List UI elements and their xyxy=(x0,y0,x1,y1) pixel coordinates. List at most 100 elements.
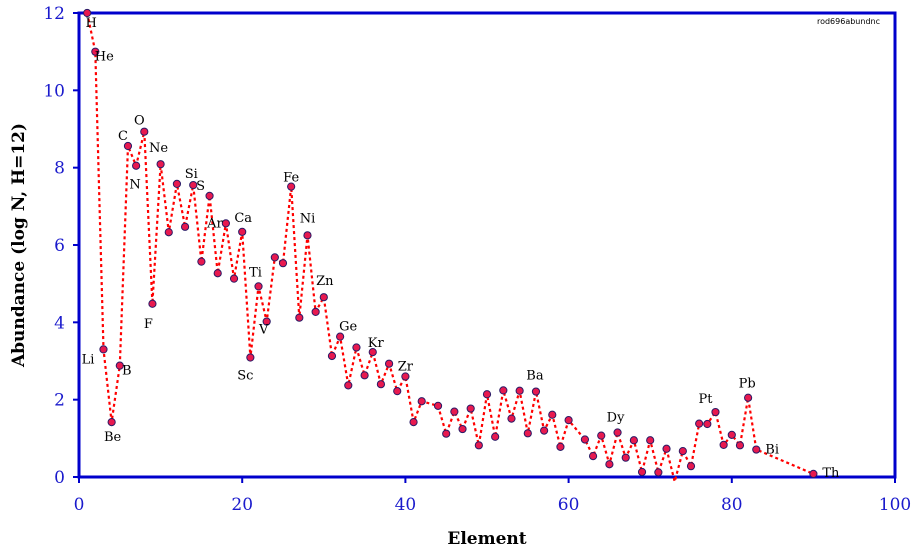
data-point xyxy=(360,371,369,380)
element-label: Ca xyxy=(234,211,252,226)
element-label: Pt xyxy=(698,392,713,407)
y-axis-title: Abundance (log N, H=12) xyxy=(9,123,29,368)
data-point xyxy=(580,435,590,444)
x-tick-label: 80 xyxy=(721,495,743,515)
element-label: Si xyxy=(185,167,198,182)
data-point xyxy=(327,351,337,361)
data-point xyxy=(278,259,288,268)
x-axis-title: Element xyxy=(447,529,526,549)
data-point xyxy=(637,467,647,477)
element-label: Ba xyxy=(526,369,544,384)
data-point xyxy=(458,424,467,434)
data-point xyxy=(246,353,255,362)
element-label: Ge xyxy=(339,320,357,335)
data-point xyxy=(311,307,320,316)
data-point xyxy=(83,8,92,18)
data-point xyxy=(678,446,687,456)
x-tick-label: 20 xyxy=(231,495,253,515)
element-label: V xyxy=(258,323,269,338)
data-point xyxy=(597,431,606,440)
data-point xyxy=(450,407,459,416)
data-point xyxy=(229,274,239,283)
data-point xyxy=(646,436,655,445)
data-point xyxy=(711,407,720,417)
data-point xyxy=(368,348,377,357)
data-point xyxy=(164,228,173,237)
plot-frame xyxy=(77,11,897,479)
data-point xyxy=(376,380,386,389)
x-tick-labels: 0 20 40 60 80 100 xyxy=(74,495,912,515)
data-point xyxy=(417,397,426,406)
data-point xyxy=(482,390,492,399)
data-point xyxy=(695,419,704,428)
data-point xyxy=(262,317,271,326)
element-label: Ti xyxy=(249,265,262,280)
data-point xyxy=(148,299,157,308)
data-point xyxy=(613,428,622,437)
data-point xyxy=(91,47,100,56)
element-label: Pb xyxy=(739,377,756,392)
data-point xyxy=(507,414,516,423)
data-point xyxy=(197,257,206,266)
element-label: B xyxy=(122,364,132,379)
data-point xyxy=(401,372,410,381)
data-point xyxy=(621,453,630,462)
data-point xyxy=(556,442,565,451)
data-point xyxy=(809,469,818,479)
data-point xyxy=(735,441,745,450)
data-point xyxy=(140,127,149,136)
data-point xyxy=(205,191,214,200)
element-label: Fe xyxy=(283,171,299,186)
data-point xyxy=(107,417,116,427)
data-point xyxy=(442,429,451,438)
element-label: Bi xyxy=(765,443,779,458)
y-tick-labels: 0 2 4 6 8 10 12 xyxy=(43,4,65,488)
element-label: Zn xyxy=(316,274,334,289)
data-point xyxy=(719,440,728,450)
y-tick-label: 2 xyxy=(54,391,65,411)
data-point xyxy=(523,429,532,438)
element-label: O xyxy=(134,114,145,129)
data-point xyxy=(727,430,736,439)
data-point xyxy=(238,227,247,236)
axis-ticks xyxy=(73,12,896,483)
element-label: Dy xyxy=(607,411,625,426)
data-point xyxy=(180,222,190,231)
data-point xyxy=(344,381,353,390)
element-label: Ni xyxy=(300,211,316,226)
element-label: Be xyxy=(104,430,122,445)
element-label: Kr xyxy=(368,336,385,351)
element-label: Ar xyxy=(206,216,223,231)
data-point xyxy=(548,410,557,419)
data-point xyxy=(531,387,541,396)
element-label: Sc xyxy=(237,369,253,384)
data-point xyxy=(703,419,712,429)
y-tick-label: 0 xyxy=(54,468,65,488)
data-point xyxy=(132,161,141,170)
element-label: C xyxy=(118,129,128,144)
element-label: Th xyxy=(822,466,840,481)
data-point xyxy=(295,313,304,322)
element-label: H xyxy=(85,16,96,31)
data-point xyxy=(491,432,500,441)
element-label: F xyxy=(144,317,153,332)
element-label: S xyxy=(196,179,205,194)
y-tick-label: 4 xyxy=(54,313,65,333)
data-points xyxy=(83,8,818,479)
element-label: He xyxy=(95,50,114,65)
data-point xyxy=(384,359,394,368)
data-point xyxy=(172,179,182,189)
x-tick-label: 60 xyxy=(558,495,580,515)
x-tick-label: 40 xyxy=(395,495,417,515)
element-label: Li xyxy=(82,352,95,367)
data-point xyxy=(662,444,671,453)
element-label: Ne xyxy=(149,141,168,156)
y-tick-label: 10 xyxy=(43,81,65,101)
x-tick-label: 100 xyxy=(879,495,911,515)
data-point xyxy=(123,141,133,151)
data-point xyxy=(99,345,108,354)
data-point xyxy=(744,393,753,402)
data-point xyxy=(303,231,312,240)
series-line xyxy=(86,12,814,482)
